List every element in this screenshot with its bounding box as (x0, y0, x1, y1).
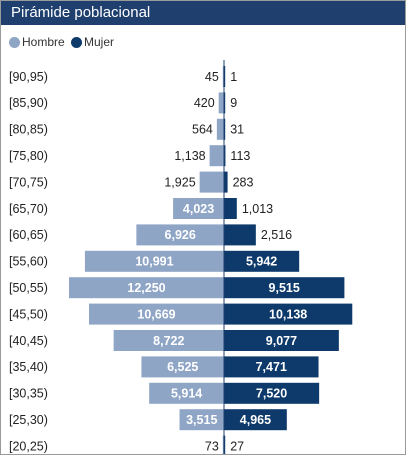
value-label-hombre-25-30: 3,515 (186, 413, 217, 427)
legend-swatch-hombre (9, 37, 20, 48)
value-label-hombre-70-75: 1,925 (164, 175, 195, 189)
bar-mujer-20-25[interactable] (224, 435, 226, 454)
value-label-mujer-65-70: 1,013 (242, 202, 273, 216)
bar-mujer-75-80[interactable] (224, 145, 226, 167)
value-label-hombre-30-35: 5,914 (171, 387, 202, 401)
age-label-50-55: [50,55) (9, 281, 48, 295)
value-label-mujer-55-60: 5,942 (246, 255, 277, 269)
age-label-65-70: [65,70) (9, 202, 48, 216)
bar-mujer-45-50[interactable] (224, 303, 353, 325)
bar-hombre-40-45[interactable] (113, 330, 224, 351)
bar-hombre-65-70[interactable] (173, 198, 224, 219)
legend-label-hombre: Hombre (22, 35, 65, 49)
bar-hombre-45-50[interactable] (89, 303, 224, 325)
bar-mujer-40-45[interactable] (224, 330, 339, 351)
age-label-80-85: [80,85) (9, 123, 48, 137)
value-label-mujer-45-50: 10,138 (269, 307, 307, 321)
bar-hombre-30-35[interactable] (149, 382, 224, 404)
age-label-75-80: [75,80) (9, 149, 48, 163)
age-label-55-60: [55,60) (9, 255, 48, 269)
bar-mujer-55-60[interactable] (224, 250, 300, 272)
value-label-mujer-85-90: 9 (230, 96, 237, 110)
legend-label-mujer: Mujer (84, 35, 115, 49)
value-label-mujer-60-65: 2,516 (261, 228, 292, 242)
value-label-hombre-55-60: 10,991 (135, 255, 173, 269)
age-label-40-45: [40,45) (9, 334, 48, 348)
bar-mujer-50-55[interactable] (224, 277, 345, 299)
bar-mujer-90-95[interactable] (224, 66, 226, 87)
value-label-hombre-90-95: 45 (205, 70, 219, 84)
bar-hombre-50-55[interactable] (69, 277, 224, 299)
value-label-mujer-90-95: 1 (230, 70, 237, 84)
bar-mujer-35-40[interactable] (224, 356, 319, 378)
bar-mujer-70-75[interactable] (224, 171, 228, 193)
value-label-mujer-40-45: 9,077 (266, 334, 297, 348)
bar-mujer-85-90[interactable] (224, 92, 226, 114)
bar-hombre-35-40[interactable] (141, 356, 224, 378)
legend-swatch-mujer (71, 37, 82, 48)
age-label-60-65: [60,65) (9, 228, 48, 242)
bar-mujer-25-30[interactable] (224, 409, 287, 431)
value-label-hombre-50-55: 12,250 (127, 281, 165, 295)
value-label-hombre-40-45: 8,722 (153, 334, 184, 348)
bar-hombre-20-25[interactable] (222, 435, 224, 454)
age-label-85-90: [85,90) (9, 96, 48, 110)
bar-hombre-85-90[interactable] (218, 92, 224, 114)
value-label-hombre-85-90: 420 (194, 96, 215, 110)
bar-hombre-25-30[interactable] (179, 409, 224, 431)
age-label-90-95: [90,95) (9, 70, 48, 84)
title-bar: Pirámide poblacional (1, 1, 405, 25)
value-label-mujer-80-85: 31 (230, 123, 244, 137)
value-label-hombre-65-70: 4,023 (183, 202, 214, 216)
bar-mujer-30-35[interactable] (224, 382, 320, 404)
bar-hombre-60-65[interactable] (136, 224, 224, 246)
value-label-hombre-45-50: 10,669 (137, 307, 175, 321)
bar-hombre-70-75[interactable] (199, 171, 224, 193)
age-label-20-25: [20,25) (9, 439, 48, 453)
bar-hombre-55-60[interactable] (84, 250, 224, 272)
bar-mujer-60-65[interactable] (224, 224, 256, 246)
value-label-hombre-60-65: 6,926 (165, 228, 196, 242)
value-label-mujer-25-30: 4,965 (240, 413, 271, 427)
age-label-70-75: [70,75) (9, 175, 48, 189)
bar-hombre-75-80[interactable] (209, 145, 224, 167)
value-label-hombre-75-80: 1,138 (174, 149, 205, 163)
bar-hombre-90-95[interactable] (222, 66, 224, 87)
value-label-mujer-20-25: 27 (230, 439, 244, 453)
age-label-35-40: [35,40) (9, 360, 48, 374)
age-label-30-35: [30,35) (9, 387, 48, 401)
chart-title: Pirámide poblacional (11, 4, 151, 21)
age-label-45-50: [45,50) (9, 307, 48, 321)
value-label-mujer-35-40: 7,471 (256, 360, 287, 374)
value-label-hombre-20-25: 73 (205, 439, 219, 453)
age-label-25-30: [25,30) (9, 413, 48, 427)
value-label-hombre-80-85: 564 (192, 123, 213, 137)
value-label-mujer-70-75: 283 (233, 175, 254, 189)
value-label-mujer-50-55: 9,515 (269, 281, 300, 295)
value-label-hombre-35-40: 6,525 (167, 360, 198, 374)
value-label-mujer-30-35: 7,520 (256, 387, 287, 401)
bar-hombre-80-85[interactable] (216, 118, 224, 140)
bar-mujer-80-85[interactable] (224, 118, 226, 140)
value-label-mujer-75-80: 113 (230, 149, 250, 163)
bar-mujer-65-70[interactable] (224, 198, 237, 219)
